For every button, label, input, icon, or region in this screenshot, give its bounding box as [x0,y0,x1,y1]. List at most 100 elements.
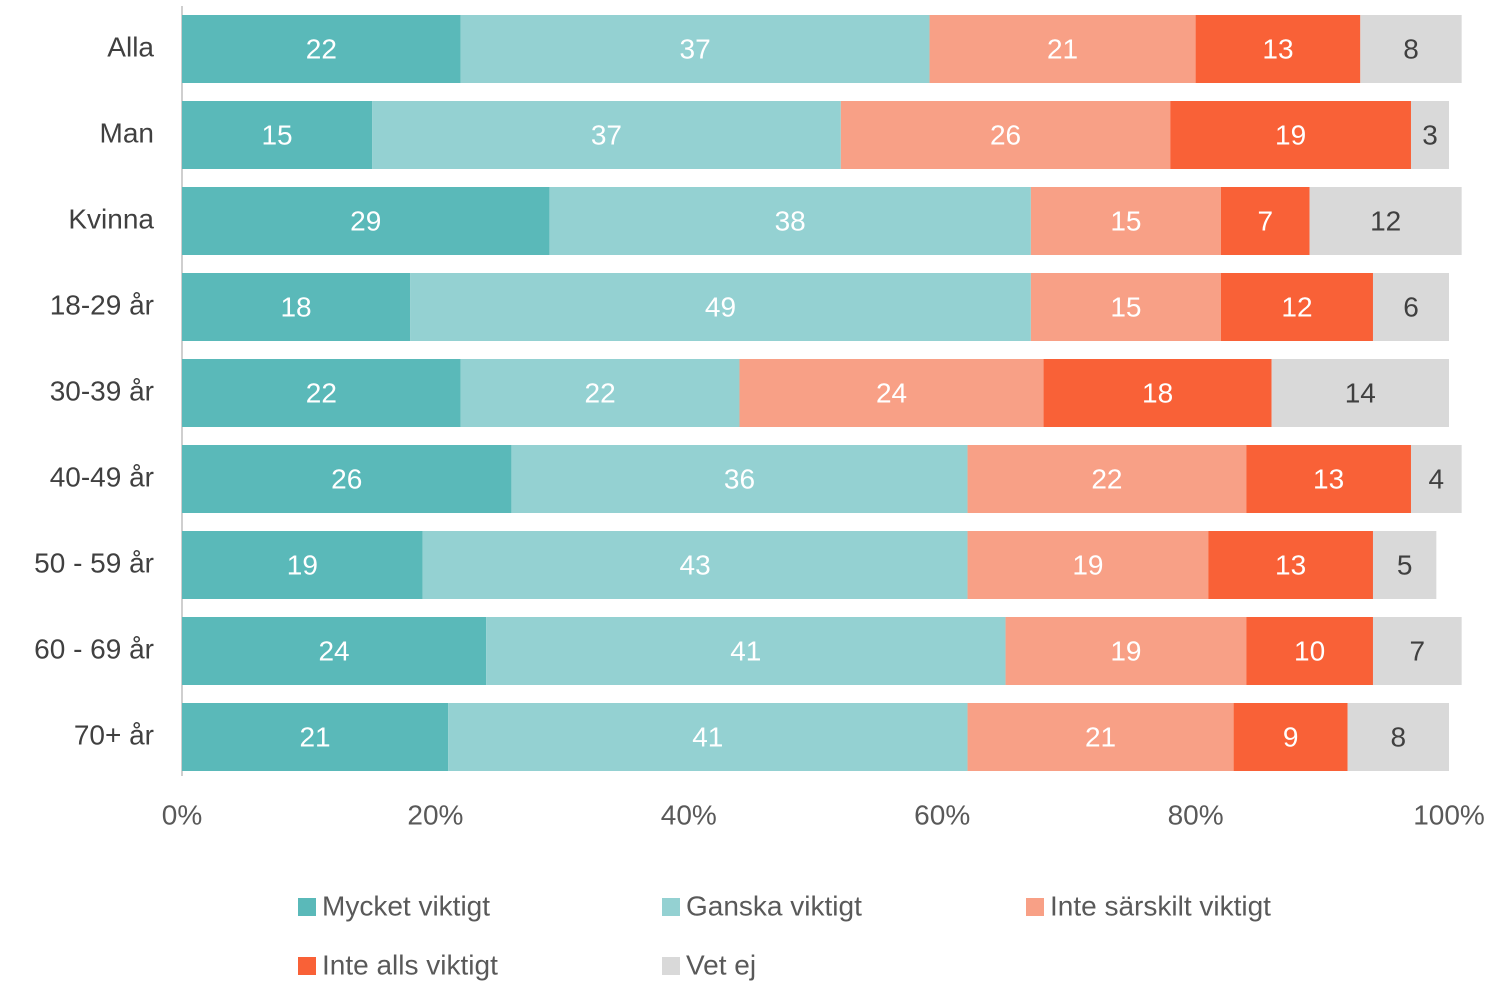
x-tick-label: 40% [661,799,717,830]
bar-segment [967,531,1209,599]
bar-segment [739,359,1044,427]
legend-swatch [298,898,316,916]
value-label: 41 [692,721,723,752]
bar-segment [182,531,423,599]
value-label: 21 [1047,33,1078,64]
value-label: 43 [680,549,711,580]
bar-segment [182,15,461,83]
bar-segment [182,703,449,771]
bar-segment [182,273,411,341]
y-tick-label: 70+ år [74,719,154,750]
bar-segment [1043,359,1272,427]
bar-segment [1410,445,1462,513]
legend-label: Inte särskilt viktigt [1050,890,1271,921]
bar-segment [422,531,968,599]
bar-segment [410,273,1031,341]
value-label: 38 [775,205,806,236]
value-label: 18 [280,291,311,322]
value-label: 13 [1262,33,1293,64]
y-tick-label: 60 - 69 år [34,633,154,664]
bar-segment [1309,187,1462,255]
legend-swatch [1026,898,1044,916]
value-label: 24 [318,635,349,666]
bar-segment [929,15,1196,83]
value-label: 8 [1391,721,1407,752]
legend-label: Vet ej [686,949,756,980]
legend-swatch [662,898,680,916]
bar-segment [840,101,1171,169]
y-tick-label: 40-49 år [50,461,154,492]
bar-segment [460,359,740,427]
x-tick-label: 20% [407,799,463,830]
bar-segment [1208,531,1373,599]
value-label: 29 [350,205,381,236]
bar-segment [1271,359,1449,427]
bar-segment [1030,187,1221,255]
bar-segment [549,187,1031,255]
value-label: 21 [1085,721,1116,752]
value-label: 7 [1410,635,1426,666]
value-label: 22 [1091,463,1122,494]
y-tick-label: Kvinna [68,203,154,234]
bar-segment [182,187,550,255]
bar-segment [1220,273,1373,341]
bar-segment [1195,15,1361,83]
bar-segment [182,617,487,685]
bar-segment [448,703,968,771]
value-label: 36 [724,463,755,494]
value-label: 12 [1370,205,1401,236]
value-label: 22 [306,377,337,408]
value-label: 13 [1275,549,1306,580]
y-tick-label: 18-29 år [50,289,154,320]
bar-segment [1360,15,1462,83]
value-label: 26 [331,463,362,494]
y-tick-label: 30-39 år [50,375,154,406]
value-label: 19 [287,549,318,580]
value-label: 15 [1110,205,1141,236]
value-label: 19 [1110,635,1141,666]
x-tick-label: 60% [914,799,970,830]
legend-label: Ganska viktigt [686,890,862,921]
value-label: 10 [1294,635,1325,666]
value-label: 4 [1429,463,1445,494]
value-label: 15 [261,119,292,150]
value-label: 21 [299,721,330,752]
bar-segment [372,101,841,169]
bar-segment [1005,617,1247,685]
legend-swatch [298,957,316,975]
bar-segment [182,359,461,427]
y-tick-label: Alla [107,31,154,62]
value-label: 37 [680,33,711,64]
value-label: 26 [990,119,1021,150]
value-label: 9 [1283,721,1299,752]
value-label: 49 [705,291,736,322]
value-label: 19 [1275,119,1306,150]
legend-label: Mycket viktigt [322,890,490,921]
bar-segment [1347,703,1449,771]
bar-segment [1030,273,1221,341]
value-label: 24 [876,377,907,408]
value-label: 13 [1313,463,1344,494]
y-tick-label: 50 - 59 år [34,547,154,578]
bar-segment [182,101,373,169]
value-label: 19 [1072,549,1103,580]
bar-segment [486,617,1006,685]
y-tick-label: Man [100,117,154,148]
value-label: 6 [1403,291,1419,322]
value-label: 8 [1403,33,1419,64]
bar-segment [967,445,1247,513]
bar-segment [1372,273,1449,341]
bar-segment [1233,703,1348,771]
bar-segment [1170,101,1411,169]
bar-segment [1246,445,1411,513]
x-tick-label: 0% [162,799,202,830]
value-label: 12 [1281,291,1312,322]
value-label: 5 [1397,549,1413,580]
bar-segment [460,15,930,83]
bar-segment [1246,617,1373,685]
bar-segment [1220,187,1310,255]
bar-segment [1372,617,1462,685]
legend-swatch [662,957,680,975]
